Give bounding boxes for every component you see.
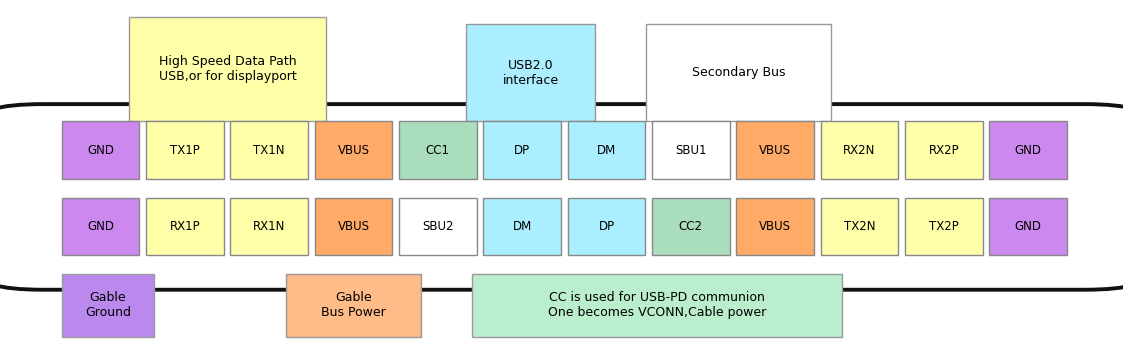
Bar (737, 121, 814, 179)
Text: GND: GND (1014, 220, 1041, 233)
Bar (989, 121, 1067, 179)
Bar (62, 121, 139, 179)
Text: USB2.0
interface: USB2.0 interface (503, 59, 558, 87)
Bar (230, 198, 308, 255)
Text: DP: DP (514, 144, 530, 156)
Bar (652, 121, 730, 179)
Text: DM: DM (596, 144, 617, 156)
Text: RX2P: RX2P (929, 144, 959, 156)
Bar (989, 198, 1067, 255)
Text: VBUS: VBUS (338, 144, 369, 156)
Text: TX2N: TX2N (843, 220, 875, 233)
Bar (652, 198, 730, 255)
Bar (646, 24, 831, 121)
Bar (905, 198, 983, 255)
Text: Gable
Ground: Gable Ground (85, 291, 130, 319)
Bar (286, 274, 421, 337)
Text: TX2P: TX2P (929, 220, 959, 233)
Text: RX1N: RX1N (253, 220, 285, 233)
Bar (399, 121, 476, 179)
Bar (62, 274, 154, 337)
Text: GND: GND (88, 220, 115, 233)
Bar (821, 121, 898, 179)
Text: VBUS: VBUS (759, 220, 791, 233)
Text: Gable
Bus Power: Gable Bus Power (321, 291, 386, 319)
Text: RX2N: RX2N (843, 144, 876, 156)
Bar (314, 121, 392, 179)
Text: SBU2: SBU2 (422, 220, 454, 233)
Text: CC is used for USB-PD communion
One becomes VCONN,Cable power: CC is used for USB-PD communion One beco… (548, 291, 766, 319)
Text: DM: DM (512, 220, 532, 233)
Text: TX1N: TX1N (254, 144, 285, 156)
Text: DP: DP (599, 220, 614, 233)
Text: RX1P: RX1P (170, 220, 200, 233)
FancyBboxPatch shape (0, 104, 1123, 290)
Text: SBU1: SBU1 (675, 144, 706, 156)
Bar (737, 198, 814, 255)
Text: CC1: CC1 (426, 144, 450, 156)
Text: VBUS: VBUS (759, 144, 791, 156)
Bar (146, 198, 223, 255)
Bar (146, 121, 223, 179)
Bar (567, 198, 646, 255)
Bar (129, 17, 326, 121)
Bar (314, 198, 392, 255)
Text: GND: GND (88, 144, 115, 156)
Text: Secondary Bus: Secondary Bus (692, 66, 785, 79)
Bar (483, 198, 560, 255)
Bar (905, 121, 983, 179)
Bar (472, 274, 842, 337)
Bar (567, 121, 646, 179)
Text: High Speed Data Path
USB,or for displayport: High Speed Data Path USB,or for displayp… (158, 56, 296, 83)
Bar (230, 121, 308, 179)
Text: CC2: CC2 (678, 220, 703, 233)
Bar (821, 198, 898, 255)
Text: GND: GND (1014, 144, 1041, 156)
Bar (399, 198, 476, 255)
Bar (483, 121, 560, 179)
Text: TX1P: TX1P (170, 144, 200, 156)
Bar (62, 198, 139, 255)
Bar (466, 24, 595, 121)
Text: VBUS: VBUS (338, 220, 369, 233)
